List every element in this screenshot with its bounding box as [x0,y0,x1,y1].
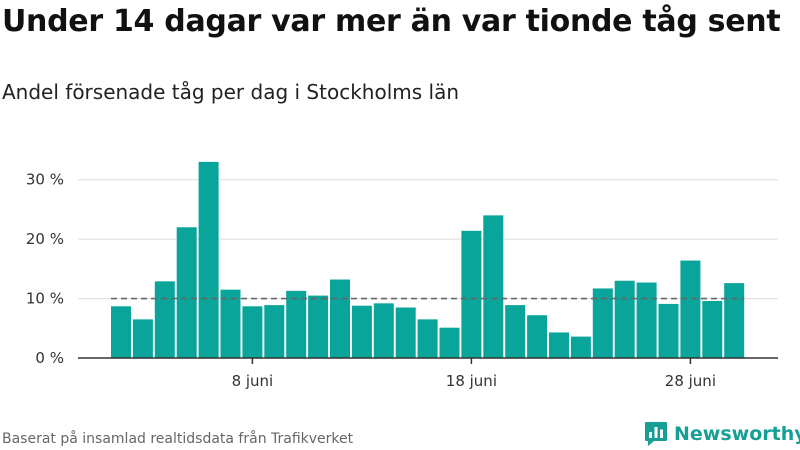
bar [636,282,657,358]
x-tick-label: 8 juni [232,372,274,390]
x-tick-label: 28 juni [665,372,716,390]
bar [373,303,394,358]
bar [439,327,460,358]
source-note: Baserat på insamlad realtidsdata från Tr… [2,431,354,447]
bar [154,281,175,358]
bar [505,305,526,358]
brand-logo: Newsworthy [644,420,800,448]
bar [111,306,131,358]
bar [417,319,438,358]
bar [132,319,153,358]
bar [264,305,285,358]
bar [592,288,613,358]
bar-chart-logo-icon [645,422,667,446]
bar [549,332,569,358]
chart-title: Under 14 dagar var mer än var tionde tåg… [2,4,781,39]
bar [198,161,219,358]
bar-chart: 0 % 10 % 20 % 30 % 8 juni 18 juni 28 juni [26,161,778,390]
bar [395,307,416,358]
bar [461,230,482,358]
bar [614,280,635,358]
bar [330,279,350,358]
brand-name: Newsworthy [674,423,800,445]
bar [483,215,504,358]
chart-subtitle: Andel försenade tåg per dag i Stockholms… [2,80,460,104]
y-tick-label: 20 % [26,230,64,248]
bar [351,305,372,358]
bar [724,283,745,358]
y-tick-label: 10 % [26,290,64,308]
bar [702,300,723,358]
y-tick-label: 30 % [26,171,64,189]
y-tick-label: 0 % [35,349,64,367]
bar [242,306,263,358]
bar [220,289,241,358]
bar [176,227,197,358]
bar [570,336,591,358]
bar [527,315,548,358]
bar [658,303,679,358]
bar [308,295,329,358]
bar [680,260,701,358]
bar [286,290,307,358]
x-tick-label: 18 juni [446,372,497,390]
